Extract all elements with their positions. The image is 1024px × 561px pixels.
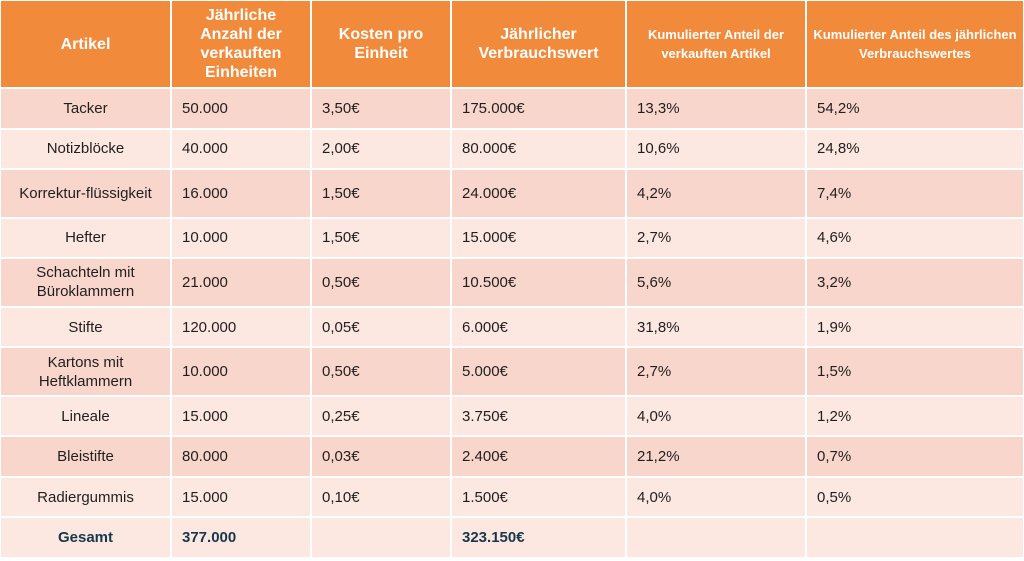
cell-artikel: Hefter <box>1 218 172 260</box>
cell-verbrauchswert: 15.000€ <box>452 218 627 260</box>
header-verbrauchswert: Jährlicher Verbrauchswert <box>452 1 627 89</box>
cell-anteil-artikel: 4,2% <box>627 170 807 219</box>
cell-kosten: 0,03€ <box>312 437 452 478</box>
table-row: Tacker 50.000 3,50€ 175.000€ 13,3% 54,2% <box>1 89 1023 130</box>
header-artikel: Artikel <box>1 1 172 89</box>
cell-kosten: 0,10€ <box>312 477 452 519</box>
cell-anteil-artikel: 4,0% <box>627 396 807 438</box>
cell-verbrauchswert: 1.500€ <box>452 477 627 519</box>
cell-artikel: Schachteln mit Büroklammern <box>1 259 172 308</box>
total-label: Gesamt <box>1 518 172 559</box>
cell-anteil-verbrauchswert: 3,2% <box>807 259 1023 308</box>
cell-anteil-verbrauchswert: 1,2% <box>807 396 1023 438</box>
cell-anteil-verbrauchswert: 4,6% <box>807 218 1023 260</box>
cell-anzahl: 40.000 <box>172 129 312 171</box>
table-row: Radiergummis 15.000 0,10€ 1.500€ 4,0% 0,… <box>1 477 1023 519</box>
cell-verbrauchswert: 80.000€ <box>452 129 627 171</box>
cell-anzahl: 50.000 <box>172 89 312 130</box>
table-row: Notizblöcke 40.000 2,00€ 80.000€ 10,6% 2… <box>1 129 1023 171</box>
cell-anteil-verbrauchswert: 54,2% <box>807 89 1023 130</box>
cell-anzahl: 16.000 <box>172 170 312 219</box>
cell-anzahl: 80.000 <box>172 437 312 478</box>
table-row: Lineale 15.000 0,25€ 3.750€ 4,0% 1,2% <box>1 396 1023 438</box>
cell-kosten: 0,50€ <box>312 348 452 397</box>
cell-anzahl: 120.000 <box>172 307 312 349</box>
cell-anteil-verbrauchswert: 0,7% <box>807 437 1023 478</box>
table-row: Stifte 120.000 0,05€ 6.000€ 31,8% 1,9% <box>1 307 1023 349</box>
cell-kosten: 0,05€ <box>312 307 452 349</box>
cell-verbrauchswert: 24.000€ <box>452 170 627 219</box>
table-row: Hefter 10.000 1,50€ 15.000€ 2,7% 4,6% <box>1 218 1023 260</box>
cell-verbrauchswert: 6.000€ <box>452 307 627 349</box>
cell-verbrauchswert: 175.000€ <box>452 89 627 130</box>
cell-kosten: 0,25€ <box>312 396 452 438</box>
total-row: Gesamt 377.000 323.150€ <box>1 518 1023 559</box>
cell-artikel: Korrektur-flüssigkeit <box>1 170 172 219</box>
total-anteil-artikel <box>627 518 807 559</box>
cell-verbrauchswert: 5.000€ <box>452 348 627 397</box>
cell-kosten: 1,50€ <box>312 170 452 219</box>
total-kosten <box>312 518 452 559</box>
cell-kosten: 0,50€ <box>312 259 452 308</box>
cell-anteil-verbrauchswert: 1,9% <box>807 307 1023 349</box>
cell-anteil-verbrauchswert: 24,8% <box>807 129 1023 171</box>
cell-verbrauchswert: 10.500€ <box>452 259 627 308</box>
cell-artikel: Kartons mit Heftklammern <box>1 348 172 397</box>
cell-anzahl: 15.000 <box>172 477 312 519</box>
cell-artikel: Notizblöcke <box>1 129 172 171</box>
cell-verbrauchswert: 3.750€ <box>452 396 627 438</box>
table-row: Korrektur-flüssigkeit 16.000 1,50€ 24.00… <box>1 170 1023 219</box>
cell-anteil-verbrauchswert: 0,5% <box>807 477 1023 519</box>
cell-anteil-verbrauchswert: 7,4% <box>807 170 1023 219</box>
cell-anzahl: 15.000 <box>172 396 312 438</box>
cell-anteil-artikel: 21,2% <box>627 437 807 478</box>
table-row: Kartons mit Heftklammern 10.000 0,50€ 5.… <box>1 348 1023 397</box>
total-verbrauchswert: 323.150€ <box>452 518 627 559</box>
cell-anzahl: 21.000 <box>172 259 312 308</box>
table-row: Schachteln mit Büroklammern 21.000 0,50€… <box>1 259 1023 308</box>
cell-anzahl: 10.000 <box>172 348 312 397</box>
table-row: Bleistifte 80.000 0,03€ 2.400€ 21,2% 0,7… <box>1 437 1023 478</box>
cell-anteil-artikel: 4,0% <box>627 477 807 519</box>
total-anzahl: 377.000 <box>172 518 312 559</box>
header-anzahl: Jährliche Anzahl der verkauften Einheite… <box>172 1 312 89</box>
cell-kosten: 1,50€ <box>312 218 452 260</box>
cell-anteil-artikel: 13,3% <box>627 89 807 130</box>
cell-kosten: 3,50€ <box>312 89 452 130</box>
cell-anteil-artikel: 31,8% <box>627 307 807 349</box>
cell-anzahl: 10.000 <box>172 218 312 260</box>
cell-kosten: 2,00€ <box>312 129 452 171</box>
cell-anteil-verbrauchswert: 1,5% <box>807 348 1023 397</box>
header-row: Artikel Jährliche Anzahl der verkauften … <box>1 1 1023 89</box>
header-anteil-artikel: Kumulierter Anteil der verkauften Artike… <box>627 1 807 89</box>
header-kosten: Kosten pro Einheit <box>312 1 452 89</box>
cell-anteil-artikel: 5,6% <box>627 259 807 308</box>
cell-artikel: Stifte <box>1 307 172 349</box>
cell-anteil-artikel: 10,6% <box>627 129 807 171</box>
total-anteil-verbrauchswert <box>807 518 1023 559</box>
cell-artikel: Radiergummis <box>1 477 172 519</box>
header-anteil-verbrauchswert: Kumulierter Anteil des jährlichen Verbra… <box>807 1 1023 89</box>
cell-anteil-artikel: 2,7% <box>627 218 807 260</box>
cell-verbrauchswert: 2.400€ <box>452 437 627 478</box>
cell-artikel: Tacker <box>1 89 172 130</box>
cell-anteil-artikel: 2,7% <box>627 348 807 397</box>
cell-artikel: Bleistifte <box>1 437 172 478</box>
cell-artikel: Lineale <box>1 396 172 438</box>
